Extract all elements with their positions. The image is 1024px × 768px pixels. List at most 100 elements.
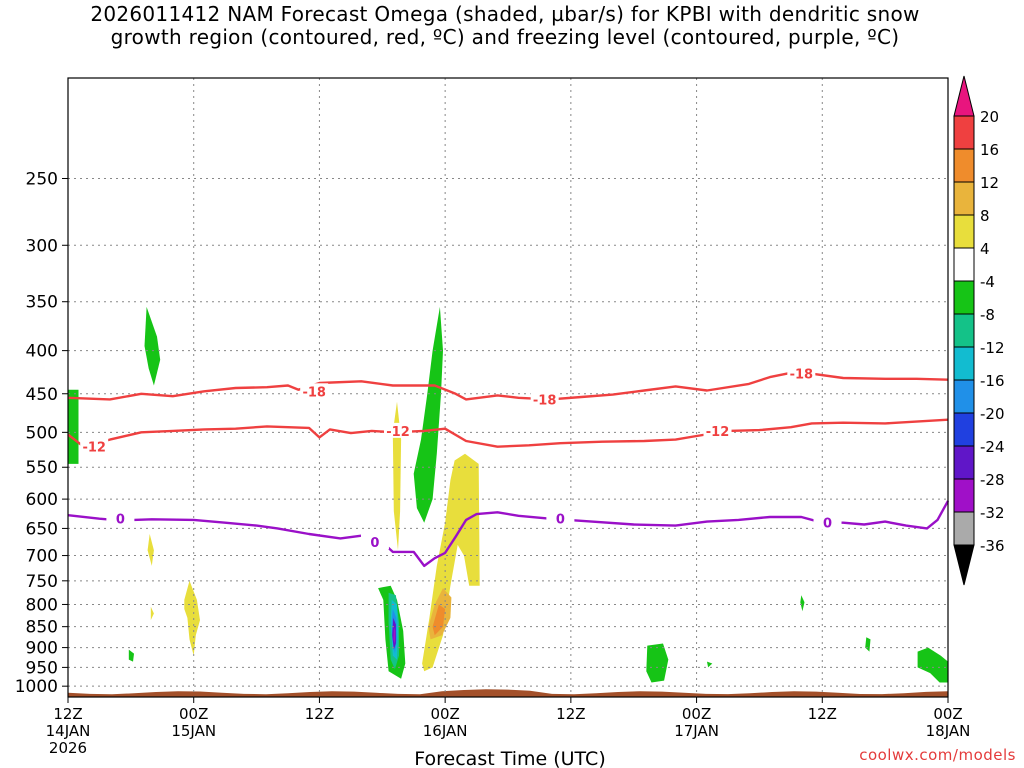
colorbar-label: -20 bbox=[980, 405, 1005, 423]
contour-label: -18 bbox=[533, 393, 557, 408]
contour-label: 0 bbox=[370, 536, 379, 551]
omega-shade-region bbox=[917, 647, 948, 683]
colorbar-swatch bbox=[953, 214, 975, 249]
y-tick-label: 250 bbox=[26, 170, 58, 190]
colorbar-swatch bbox=[953, 379, 975, 414]
contour-label-bg bbox=[546, 510, 575, 526]
omega-shading bbox=[68, 306, 948, 683]
contour-label: 0 bbox=[556, 513, 565, 528]
colorbar-swatch bbox=[953, 511, 975, 546]
contour-label-bg bbox=[530, 391, 559, 407]
colorbar-label: -4 bbox=[980, 273, 995, 291]
colorbar-swatch bbox=[953, 313, 975, 348]
colorbar-label: -28 bbox=[980, 471, 1005, 489]
contour-label-bg bbox=[360, 534, 389, 550]
grid-lines bbox=[67, 78, 949, 697]
colorbar-label: -24 bbox=[980, 438, 1005, 456]
colorbar-label: -16 bbox=[980, 372, 1005, 390]
colorbar-label: 4 bbox=[980, 240, 990, 258]
x-tick-label: 16JAN bbox=[423, 722, 468, 740]
contour-label-bg bbox=[787, 365, 816, 381]
y-tick-label: 550 bbox=[26, 458, 58, 478]
omega-shade-region bbox=[413, 306, 443, 523]
colorbar-label: 8 bbox=[980, 207, 990, 225]
omega-shade-region bbox=[128, 649, 134, 662]
colorbar-swatch bbox=[953, 412, 975, 447]
y-tick-label: 300 bbox=[26, 236, 58, 256]
chart-title: 2026011412 NAM Forecast Omega (shaded, µ… bbox=[90, 2, 920, 49]
colorbar-swatch bbox=[953, 181, 975, 216]
colorbar-swatch bbox=[953, 115, 975, 150]
contour-label-bg bbox=[106, 510, 135, 526]
x-tick-label: 18JAN bbox=[926, 722, 971, 740]
colorbar-swatch bbox=[953, 280, 975, 315]
x-tick-label: 12Z bbox=[808, 705, 837, 723]
contour-label-bg bbox=[300, 383, 329, 399]
x-tick-label: 17JAN bbox=[674, 722, 719, 740]
x-tick-label: 00Z bbox=[430, 705, 459, 723]
x-tick-label: 00Z bbox=[179, 705, 208, 723]
contour-label-bg bbox=[703, 422, 732, 438]
contour-label: -18 bbox=[302, 385, 326, 400]
contour-label-bg bbox=[384, 422, 412, 438]
omega-shade-region bbox=[646, 643, 669, 683]
colorbar-swatch bbox=[953, 478, 975, 513]
omega-shade-region bbox=[184, 580, 200, 656]
colorbar-swatch bbox=[953, 148, 975, 183]
x-tick-label: 15JAN bbox=[171, 722, 216, 740]
y-tick-label: 900 bbox=[26, 639, 58, 659]
contour-line bbox=[67, 418, 949, 448]
contour-label: -18 bbox=[790, 368, 814, 383]
contour-label-bg bbox=[813, 514, 842, 530]
x-tick-label: 12Z bbox=[556, 705, 585, 723]
omega-shade-region bbox=[144, 306, 161, 386]
x-tick-label: 2026 bbox=[49, 739, 87, 757]
contour-label: -12 bbox=[706, 425, 730, 440]
y-tick-label: 700 bbox=[26, 547, 58, 567]
colorbar-label: 20 bbox=[980, 108, 999, 126]
contour-label: -12 bbox=[82, 441, 106, 456]
omega-shade-region bbox=[150, 606, 154, 621]
y-tick-label: 950 bbox=[26, 658, 58, 678]
credit-text: coolwx.com/models bbox=[859, 746, 1016, 764]
contour-lines: -18 -18 -18 -12 -12 -12 0 0 0 0 bbox=[67, 365, 950, 568]
y-tick-label: 400 bbox=[26, 342, 58, 362]
omega-shade-region bbox=[68, 389, 79, 464]
colorbar-arrow-top bbox=[953, 75, 975, 117]
y-tick-label: 650 bbox=[26, 519, 58, 539]
x-axis-label: Forecast Time (UTC) bbox=[414, 748, 605, 768]
terrain-surface bbox=[68, 689, 948, 697]
y-tick-label: 800 bbox=[26, 595, 58, 615]
contour-label: 0 bbox=[823, 517, 832, 532]
terrain-layer bbox=[68, 689, 948, 697]
colorbar-swatch bbox=[953, 445, 975, 480]
colorbar-arrow-bottom bbox=[953, 544, 975, 586]
omega-shade-region bbox=[393, 626, 396, 644]
contour-label-bg bbox=[80, 438, 109, 454]
plot-area bbox=[68, 78, 948, 697]
colorbar: 20 16 12 8 4 -4 -8 -12 -16 -20 -24 -28 -32 -36 bbox=[953, 75, 1005, 586]
omega-shade-region bbox=[392, 401, 402, 551]
contour-label: 0 bbox=[116, 513, 125, 528]
x-tick-label: 12Z bbox=[53, 705, 82, 723]
colorbar-swatch bbox=[953, 247, 975, 282]
y-tick-label: 850 bbox=[26, 618, 58, 638]
colorbar-label: -12 bbox=[980, 339, 1005, 357]
omega-shade-region bbox=[432, 604, 446, 636]
y-tick-label: 750 bbox=[26, 572, 58, 592]
contour-label: -12 bbox=[386, 425, 410, 440]
plot-frame bbox=[67, 77, 949, 698]
colorbar-label: -36 bbox=[980, 537, 1005, 555]
colorbar-label: 16 bbox=[980, 141, 999, 159]
omega-shade-region bbox=[147, 534, 154, 566]
omega-shade-region bbox=[707, 661, 713, 668]
omega-shade-region bbox=[800, 595, 805, 612]
colorbar-label: 12 bbox=[980, 174, 999, 192]
colorbar-label: -32 bbox=[980, 504, 1005, 522]
y-tick-label: 600 bbox=[26, 490, 58, 510]
y-tick-label: 350 bbox=[26, 293, 58, 313]
x-tick-label: 14JAN bbox=[46, 722, 91, 740]
y-tick-label: 500 bbox=[26, 423, 58, 443]
